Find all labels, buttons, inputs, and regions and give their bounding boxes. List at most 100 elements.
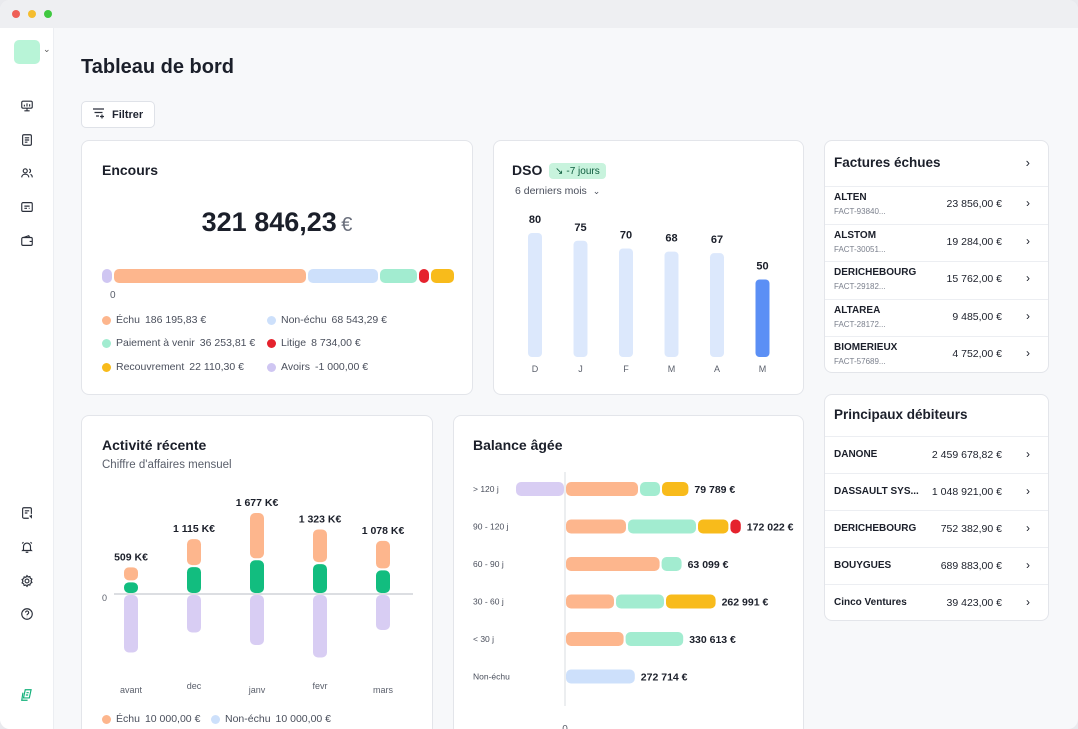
facture-row[interactable]: BIOMERIEUX FACT-57689... 4 752,00 € ›: [825, 336, 1048, 374]
filter-button[interactable]: Filtrer: [81, 101, 155, 128]
legend-echu: Échu 10 000,00 €: [102, 713, 200, 725]
debiteur-amount: 689 883,00 €: [940, 560, 1002, 572]
chevron-right-icon[interactable]: ›: [1026, 196, 1030, 210]
close-window-icon[interactable]: [12, 10, 20, 18]
activite-month-label: janv: [248, 685, 266, 695]
activite-bar-echu: [376, 570, 390, 593]
activite-month-label: dec: [187, 681, 202, 691]
dso-period-select[interactable]: 6 derniers mois ⌄: [515, 185, 600, 197]
debiteur-row[interactable]: DANONE 2 459 678,82 € ›: [825, 436, 1048, 473]
dso-bar: [664, 251, 679, 357]
legend-value: 22 110,30 €: [189, 361, 244, 373]
activite-month-label: fevr: [312, 681, 327, 691]
activite-month-label: mars: [373, 685, 393, 695]
debiteur-row[interactable]: BOUYGUES 689 883,00 € ›: [825, 547, 1048, 584]
balance-bar-segment: [666, 594, 716, 609]
legend-label: Recouvrement: [116, 361, 185, 373]
facture-amount: 23 856,00 €: [946, 198, 1002, 210]
legend-value: 10 000,00 €: [275, 713, 331, 725]
encours-segment-paiement-venir[interactable]: [380, 269, 418, 283]
activite-bar-avoirs: [124, 595, 138, 653]
workspace-avatar[interactable]: [14, 40, 40, 64]
dashboard-icon[interactable]: [19, 98, 35, 114]
settings-icon[interactable]: [19, 573, 35, 589]
legend-label: Avoirs: [281, 361, 310, 373]
facture-row[interactable]: DERICHEBOURG FACT-29182... 15 762,00 € ›: [825, 261, 1048, 299]
chevron-right-icon[interactable]: ›: [1026, 447, 1030, 461]
debiteur-name: DANONE: [834, 449, 878, 460]
brand-logo-icon: [15, 683, 39, 707]
dso-bar-chart: 80 D 75 J 70 F 68 M 67 A 50 M: [528, 214, 770, 374]
debiteur-row[interactable]: Cinco Ventures 39 423,00 € ›: [825, 584, 1048, 621]
balance-category-label: > 120 j: [473, 484, 499, 494]
legend-echu: Échu 186 195,83 €: [102, 314, 206, 326]
wallet-icon[interactable]: [19, 233, 35, 249]
chevron-right-icon[interactable]: ›: [1026, 346, 1030, 360]
activite-total-label: 1 323 K€: [299, 513, 342, 525]
balance-category-label: Non-échu: [473, 672, 510, 682]
facture-row[interactable]: ALSTOM FACT-30051... 19 284,00 € ›: [825, 223, 1048, 262]
title-bar: [0, 0, 1078, 28]
chevron-down-icon[interactable]: ⌄: [43, 44, 51, 54]
facture-reference: FACT-28172...: [834, 319, 886, 329]
balance-category-label: 60 - 90 j: [473, 559, 504, 569]
dso-period-label: 6 derniers mois: [515, 185, 587, 197]
balance-total-label: 262 991 €: [722, 597, 769, 609]
encours-segment-recouvrement[interactable]: [431, 269, 454, 283]
bell-icon[interactable]: [19, 539, 35, 555]
balance-axis-zero: 0: [562, 724, 568, 729]
chevron-right-icon[interactable]: ›: [1026, 558, 1030, 572]
balance-bar-segment: [698, 519, 729, 534]
minimize-window-icon[interactable]: [28, 10, 36, 18]
legend-dot: [102, 714, 111, 724]
chevron-down-icon: ⌄: [592, 185, 601, 196]
chevron-right-icon[interactable]: ›: [1026, 484, 1030, 498]
activite-bar-non-echu: [313, 529, 327, 563]
activite-recente-card: Activité récente Chiffre d'affaires mens…: [81, 415, 433, 729]
dso-value-label: 50: [756, 261, 768, 273]
encours-segment-avoirs[interactable]: [102, 269, 112, 283]
debiteur-amount: 39 423,00 €: [946, 597, 1002, 609]
balance-bar-segment: [662, 482, 689, 496]
legend-paiement-a-venir: Paiement à venir 36 253,81 €: [102, 337, 255, 349]
balance-bar-segment: [730, 519, 741, 534]
factures-echues-card: Factures échues › ALTEN FACT-93840... 23…: [824, 140, 1049, 373]
chevron-right-icon[interactable]: ›: [1026, 521, 1030, 535]
dso-value-label: 68: [665, 233, 677, 245]
dso-month-label: D: [532, 364, 539, 374]
facture-client-name: ALTEN: [834, 192, 867, 203]
legend-value: 10 000,00 €: [144, 713, 201, 725]
balance-total-label: 272 714 €: [641, 672, 688, 684]
report-icon[interactable]: [19, 505, 35, 521]
debiteur-row[interactable]: DASSAULT SYS... 1 048 921,00 € ›: [825, 473, 1048, 510]
document-list-icon[interactable]: [19, 132, 35, 148]
chevron-right-icon[interactable]: ›: [1026, 233, 1030, 248]
maximize-window-icon[interactable]: [44, 10, 52, 18]
encours-segment-non-chu[interactable]: [307, 269, 379, 283]
encours-card: Encours 321 846,23 € 0 Échu 186 195,83 €…: [81, 140, 473, 395]
balance-title: Balance âgée: [473, 437, 563, 453]
users-icon[interactable]: [19, 165, 35, 181]
invoice-icon[interactable]: [19, 199, 35, 215]
chevron-right-icon[interactable]: ›: [1026, 271, 1030, 285]
facture-row[interactable]: ALTAREA FACT-28172... 9 485,00 € ›: [825, 298, 1048, 337]
activite-bar-echu: [187, 567, 201, 593]
legend-label: Échu: [116, 713, 140, 725]
chevron-right-icon[interactable]: ›: [1026, 595, 1030, 609]
activite-subtitle: Chiffre d'affaires mensuel: [102, 459, 232, 471]
legend-dot: [102, 362, 111, 372]
chevron-right-icon[interactable]: ›: [1026, 308, 1030, 323]
chevron-right-icon[interactable]: ›: [1025, 155, 1030, 170]
encours-segment-litige[interactable]: [419, 269, 430, 283]
activite-total-label: 1 078 K€: [362, 525, 405, 537]
filter-label: Filtrer: [112, 108, 144, 121]
legend-dot: [267, 338, 276, 348]
debiteur-row[interactable]: DERICHEBOURG 752 382,90 € ›: [825, 510, 1048, 547]
facture-reference: FACT-57689...: [834, 357, 886, 366]
legend-value: 36 253,81 €: [199, 337, 256, 349]
help-icon[interactable]: [19, 606, 35, 622]
encours-total: 321 846,23 €: [82, 207, 472, 238]
encours-segment--chu[interactable]: [113, 269, 306, 283]
balance-agee-chart: 0 > 120 j 79 789 € 90 - 120 j 172 022 € 60 - …: [473, 472, 794, 729]
facture-row[interactable]: ALTEN FACT-93840... 23 856,00 € ›: [825, 186, 1048, 224]
